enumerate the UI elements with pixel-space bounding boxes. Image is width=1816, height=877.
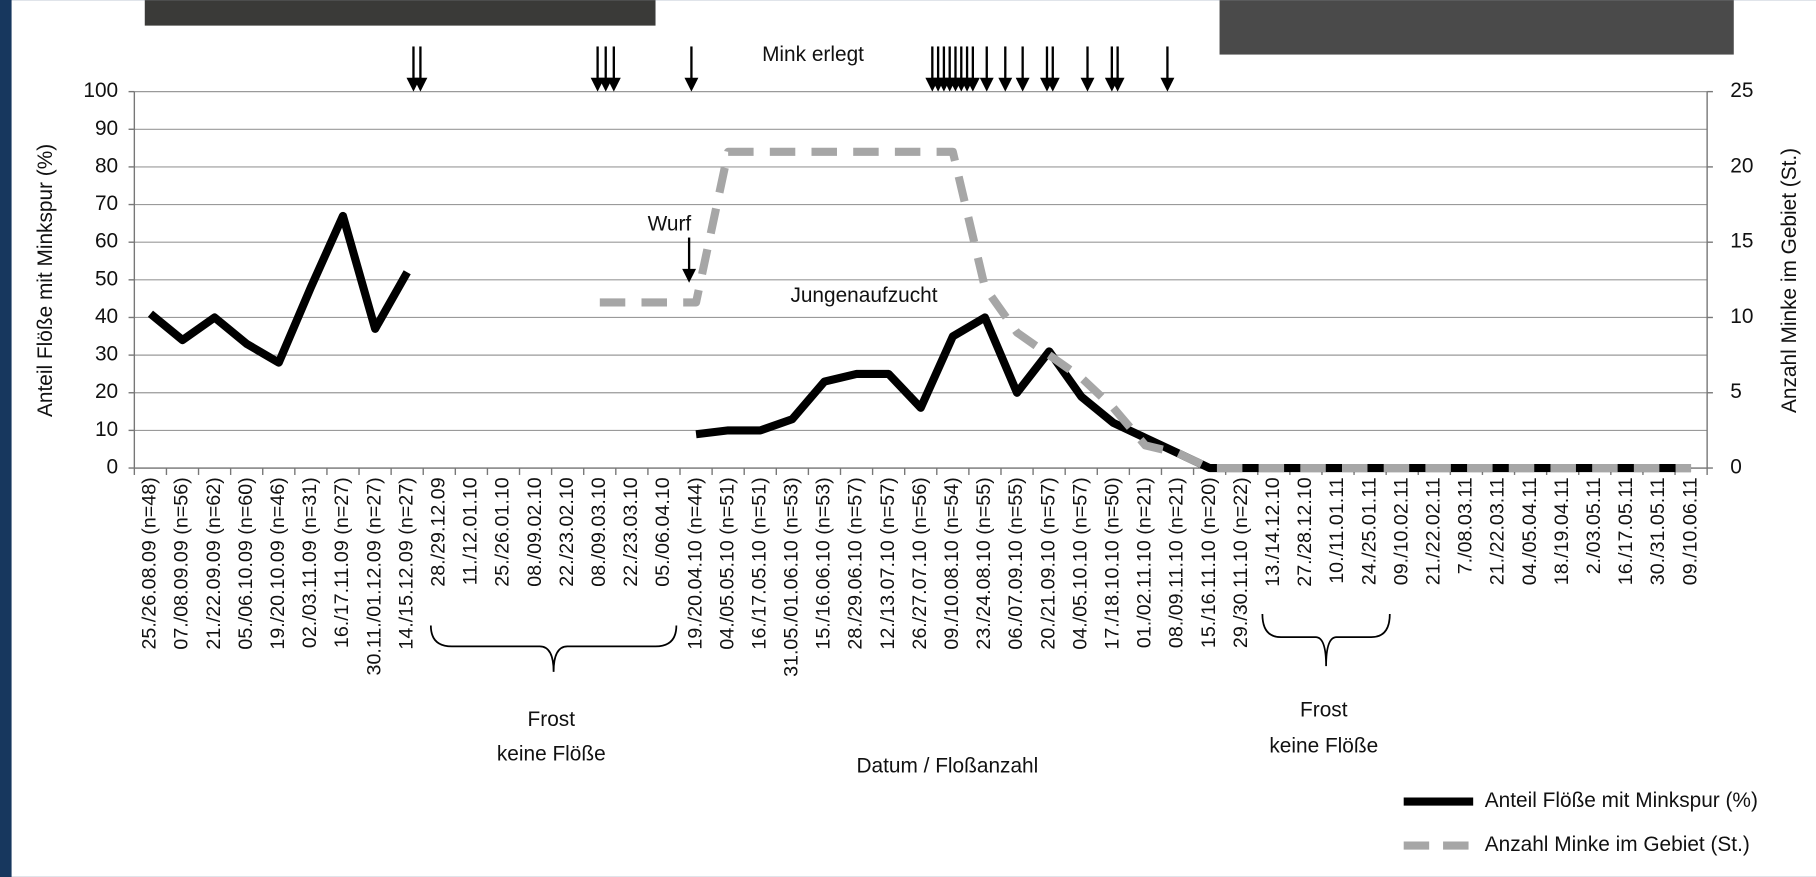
x-tick-label: 06./07.09.10 (n=55) [1005, 477, 1027, 649]
annotation: keine Flöße [497, 743, 606, 766]
x-tick-label: 31.05./01.06.10 (n=53) [781, 477, 803, 677]
x-tick-label: 23./24.08.10 (n=55) [973, 477, 995, 649]
x-tick-label: 05./06.10.09 (n=60) [235, 477, 257, 649]
y2-tick-label: 20 [1730, 154, 1753, 177]
x-tick-label: 19./20.10.09 (n=46) [267, 477, 289, 649]
x-tick-label: 2./03.05.11 [1583, 477, 1605, 574]
x-tick-label: 22./23.02.10 [556, 477, 578, 586]
x-tick-label: 01./02.11.10 (n=21) [1134, 477, 1156, 648]
x-tick-label: 04./05.05.10 (n=51) [716, 477, 738, 649]
x-tick-label: 18./19.04.11 [1551, 477, 1573, 585]
x-tick-label: 24./25.01.11 [1358, 477, 1380, 585]
x-tick-label: 10./11.01.11 [1326, 477, 1348, 583]
x-tick-label: 13./14.12.10 [1262, 477, 1284, 586]
x-tick-label: 28./29.12.09 [427, 477, 449, 586]
x-tick-label: 04./05.04.11 [1519, 477, 1541, 585]
x-tick-label: 02./03.11.09 (n=31) [299, 477, 321, 648]
y-tick-label: 80 [95, 154, 118, 177]
y-tick-label: 40 [95, 305, 118, 328]
x-tick-label: 21./22.02.11 [1423, 477, 1445, 585]
x-tick-label: 11./12.01.10 [460, 477, 482, 585]
annotation: Mink erlegt [762, 43, 864, 66]
x-tick-label: 16./17.11.09 (n=27) [331, 477, 353, 648]
y2-tick-label: 15 [1730, 230, 1753, 253]
y2-tick-label: 10 [1730, 305, 1753, 328]
y2-tick-label: 0 [1730, 456, 1742, 479]
photo [1220, 0, 1734, 54]
x-axis-label: Datum / Floßanzahl [857, 754, 1039, 777]
x-tick-label: 04./05.10.10 (n=57) [1069, 477, 1091, 649]
y-tick-label: 0 [107, 456, 119, 479]
y-tick-label: 10 [95, 418, 118, 441]
x-tick-label: 25./26.08.09 (n=48) [139, 477, 161, 649]
x-tick-label: 16./17.05.11 [1615, 477, 1637, 585]
x-tick-label: 25./26.01.10 [492, 477, 514, 586]
y-tick-label: 60 [95, 230, 118, 253]
y2-tick-label: 25 [1730, 79, 1753, 102]
x-tick-label: 21./22.09.09 (n=62) [203, 477, 225, 649]
y-tick-label: 50 [95, 267, 118, 290]
x-tick-label: 30./31.05.11 [1647, 477, 1669, 585]
x-tick-label: 15./16.11.10 (n=20) [1198, 477, 1220, 648]
photo [145, 0, 656, 25]
y2-axis-label: Anzahl Minke im Gebiet (St.) [1778, 148, 1801, 413]
x-tick-label: 20./21.09.10 (n=57) [1037, 477, 1059, 649]
x-tick-label: 09./10.02.11 [1390, 477, 1412, 585]
x-tick-label: 05./06.04.10 [652, 477, 674, 586]
x-tick-label: 08./09.11.10 (n=21) [1166, 477, 1188, 648]
y-tick-label: 70 [95, 192, 118, 215]
annotation: Frost [528, 708, 576, 731]
x-tick-label: 16./17.05.10 (n=51) [748, 477, 770, 649]
x-tick-label: 30.11./01.12.09 (n=27) [363, 477, 385, 675]
x-tick-label: 26./27.07.10 (n=56) [909, 477, 931, 649]
annotation: Wurf [648, 212, 692, 235]
legend-label: Anteil Flöße mit Minkspur (%) [1485, 789, 1758, 812]
y2-tick-label: 5 [1730, 380, 1742, 403]
x-tick-label: 17./18.10.10 (n=50) [1102, 477, 1124, 649]
legend-label: Anzahl Minke im Gebiet (St.) [1485, 833, 1750, 856]
x-tick-label: 22./23.03.10 [620, 477, 642, 586]
x-tick-label: 09./10.08.10 (n=54) [941, 477, 963, 649]
x-tick-label: 7./08.03.11 [1455, 477, 1477, 574]
x-tick-label: 21./22.03.11 [1487, 477, 1509, 585]
x-tick-label: 07./08.09.09 (n=56) [171, 477, 193, 649]
x-tick-label: 12./13.07.10 (n=57) [877, 477, 899, 649]
y-axis-label: Anteil Flöße mit Minkspur (%) [34, 144, 57, 417]
x-tick-label: 08./09.02.10 [524, 477, 546, 586]
x-tick-label: 14./15.12.09 (n=27) [395, 477, 417, 649]
page: {"chart_data": { "type": "line", "ylabel… [0, 0, 1816, 877]
y-tick-label: 90 [95, 117, 118, 140]
y-tick-label: 20 [95, 380, 118, 403]
annotation: Frost [1300, 699, 1348, 722]
annotation: Jungenaufzucht [790, 284, 937, 307]
annotation: keine Flöße [1269, 735, 1378, 758]
panel [12, 0, 1816, 877]
x-tick-label: 19./20.04.10 (n=44) [684, 477, 706, 649]
x-tick-label: 29./30.11.10 (n=22) [1230, 477, 1252, 648]
y-tick-label: 30 [95, 343, 118, 366]
x-tick-label: 15./16.06.10 (n=53) [813, 477, 835, 649]
y-tick-label: 100 [83, 79, 118, 102]
x-tick-label: 08./09.03.10 [588, 477, 610, 586]
x-tick-label: 27./28.12.10 [1294, 477, 1316, 586]
x-tick-label: 28./29.06.10 (n=57) [845, 477, 867, 649]
x-tick-label: 09./10.06.11 [1679, 477, 1701, 585]
chart: Anteil Flöße mit Minkspur (%) Anzahl Min… [0, 0, 1816, 877]
